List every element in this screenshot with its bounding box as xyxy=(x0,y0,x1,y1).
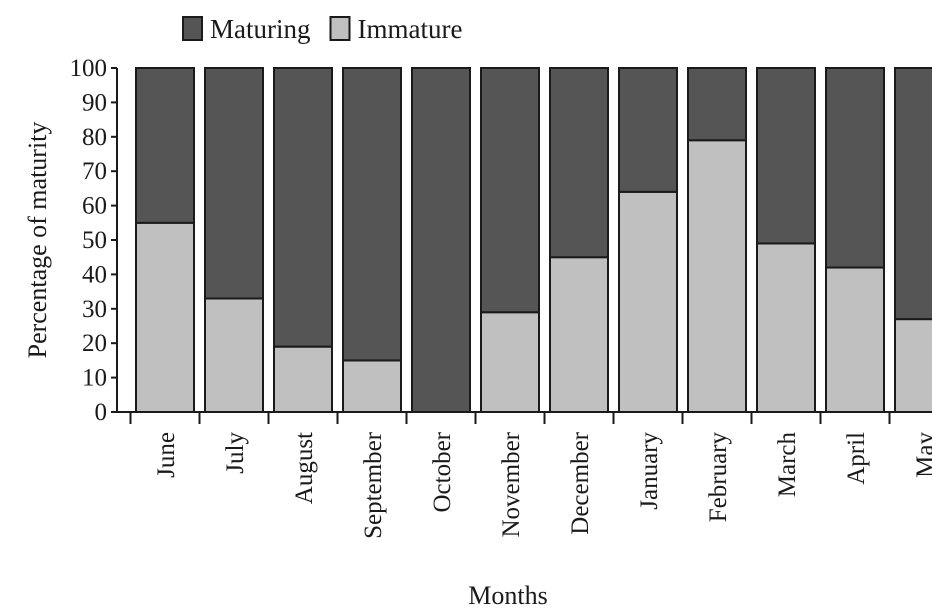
y-tick-label-90: 90 xyxy=(82,89,107,116)
bar-immature-september xyxy=(342,359,402,413)
y-tick-label-0: 0 xyxy=(95,399,108,426)
y-tick-label-80: 80 xyxy=(82,124,107,151)
bar-maturing-may xyxy=(894,67,932,321)
bar-immature-may xyxy=(894,318,932,413)
x-tick-label-october: October xyxy=(429,431,456,512)
y-tick-label-10: 10 xyxy=(82,365,107,392)
bar-immature-july xyxy=(204,297,264,414)
bar-immature-november xyxy=(480,311,540,413)
x-tick-label-may: May xyxy=(912,432,932,478)
bar-immature-march xyxy=(756,242,816,413)
legend: Maturing Immature xyxy=(182,14,463,44)
bar-maturing-september xyxy=(342,67,402,362)
bar-maturing-july xyxy=(204,67,264,300)
x-tick-label-july: July xyxy=(222,432,249,474)
x-tick-label-september: September xyxy=(360,431,387,539)
x-tick-label-march: March xyxy=(774,432,801,498)
legend-label-immature: Immature xyxy=(358,14,463,44)
bar-immature-august xyxy=(273,345,333,414)
x-tick-label-january: January xyxy=(636,432,663,510)
y-tick-label-100: 100 xyxy=(70,55,108,82)
y-tick-label-60: 60 xyxy=(82,193,107,220)
y-axis: 0 10 20 30 40 50 60 70 80 90 100 xyxy=(70,55,118,426)
x-tick-label-august: August xyxy=(291,432,318,504)
legend-label-maturing: Maturing xyxy=(210,14,311,44)
x-axis: June July August September October November De… xyxy=(117,411,932,539)
legend-swatch-immature xyxy=(329,16,351,41)
bar-maturing-december xyxy=(549,67,609,259)
bars xyxy=(135,67,932,414)
bar-maturing-january xyxy=(618,67,678,193)
x-tick-label-february: February xyxy=(705,432,732,523)
bar-immature-june xyxy=(135,221,195,413)
y-tick-label-50: 50 xyxy=(82,227,107,254)
bar-maturing-november xyxy=(480,67,540,314)
bar-immature-february xyxy=(687,139,747,414)
bar-maturing-august xyxy=(273,67,333,348)
x-tick-label-december: December xyxy=(567,431,594,534)
x-axis-title: Months xyxy=(468,581,547,610)
bar-immature-december xyxy=(549,256,609,414)
legend-swatch-maturing xyxy=(182,16,203,41)
bar-maturing-june xyxy=(135,67,195,224)
bar-maturing-april xyxy=(825,67,885,269)
y-axis-title: Percentage of maturity xyxy=(23,122,52,359)
bar-immature-january xyxy=(618,190,678,413)
bar-maturing-march xyxy=(756,67,816,245)
y-tick-label-40: 40 xyxy=(82,261,107,288)
x-tick-label-june: June xyxy=(153,432,180,478)
bar-maturing-october xyxy=(411,67,471,413)
x-tick-label-november: November xyxy=(498,431,525,537)
y-tick-label-20: 20 xyxy=(82,330,107,357)
bar-maturing-february xyxy=(687,67,747,142)
y-tick-label-30: 30 xyxy=(82,296,107,323)
bar-immature-april xyxy=(825,266,885,413)
y-tick-label-70: 70 xyxy=(82,158,107,185)
x-tick-label-april: April xyxy=(843,432,870,485)
